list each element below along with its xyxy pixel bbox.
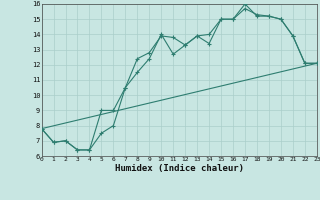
- X-axis label: Humidex (Indice chaleur): Humidex (Indice chaleur): [115, 164, 244, 173]
